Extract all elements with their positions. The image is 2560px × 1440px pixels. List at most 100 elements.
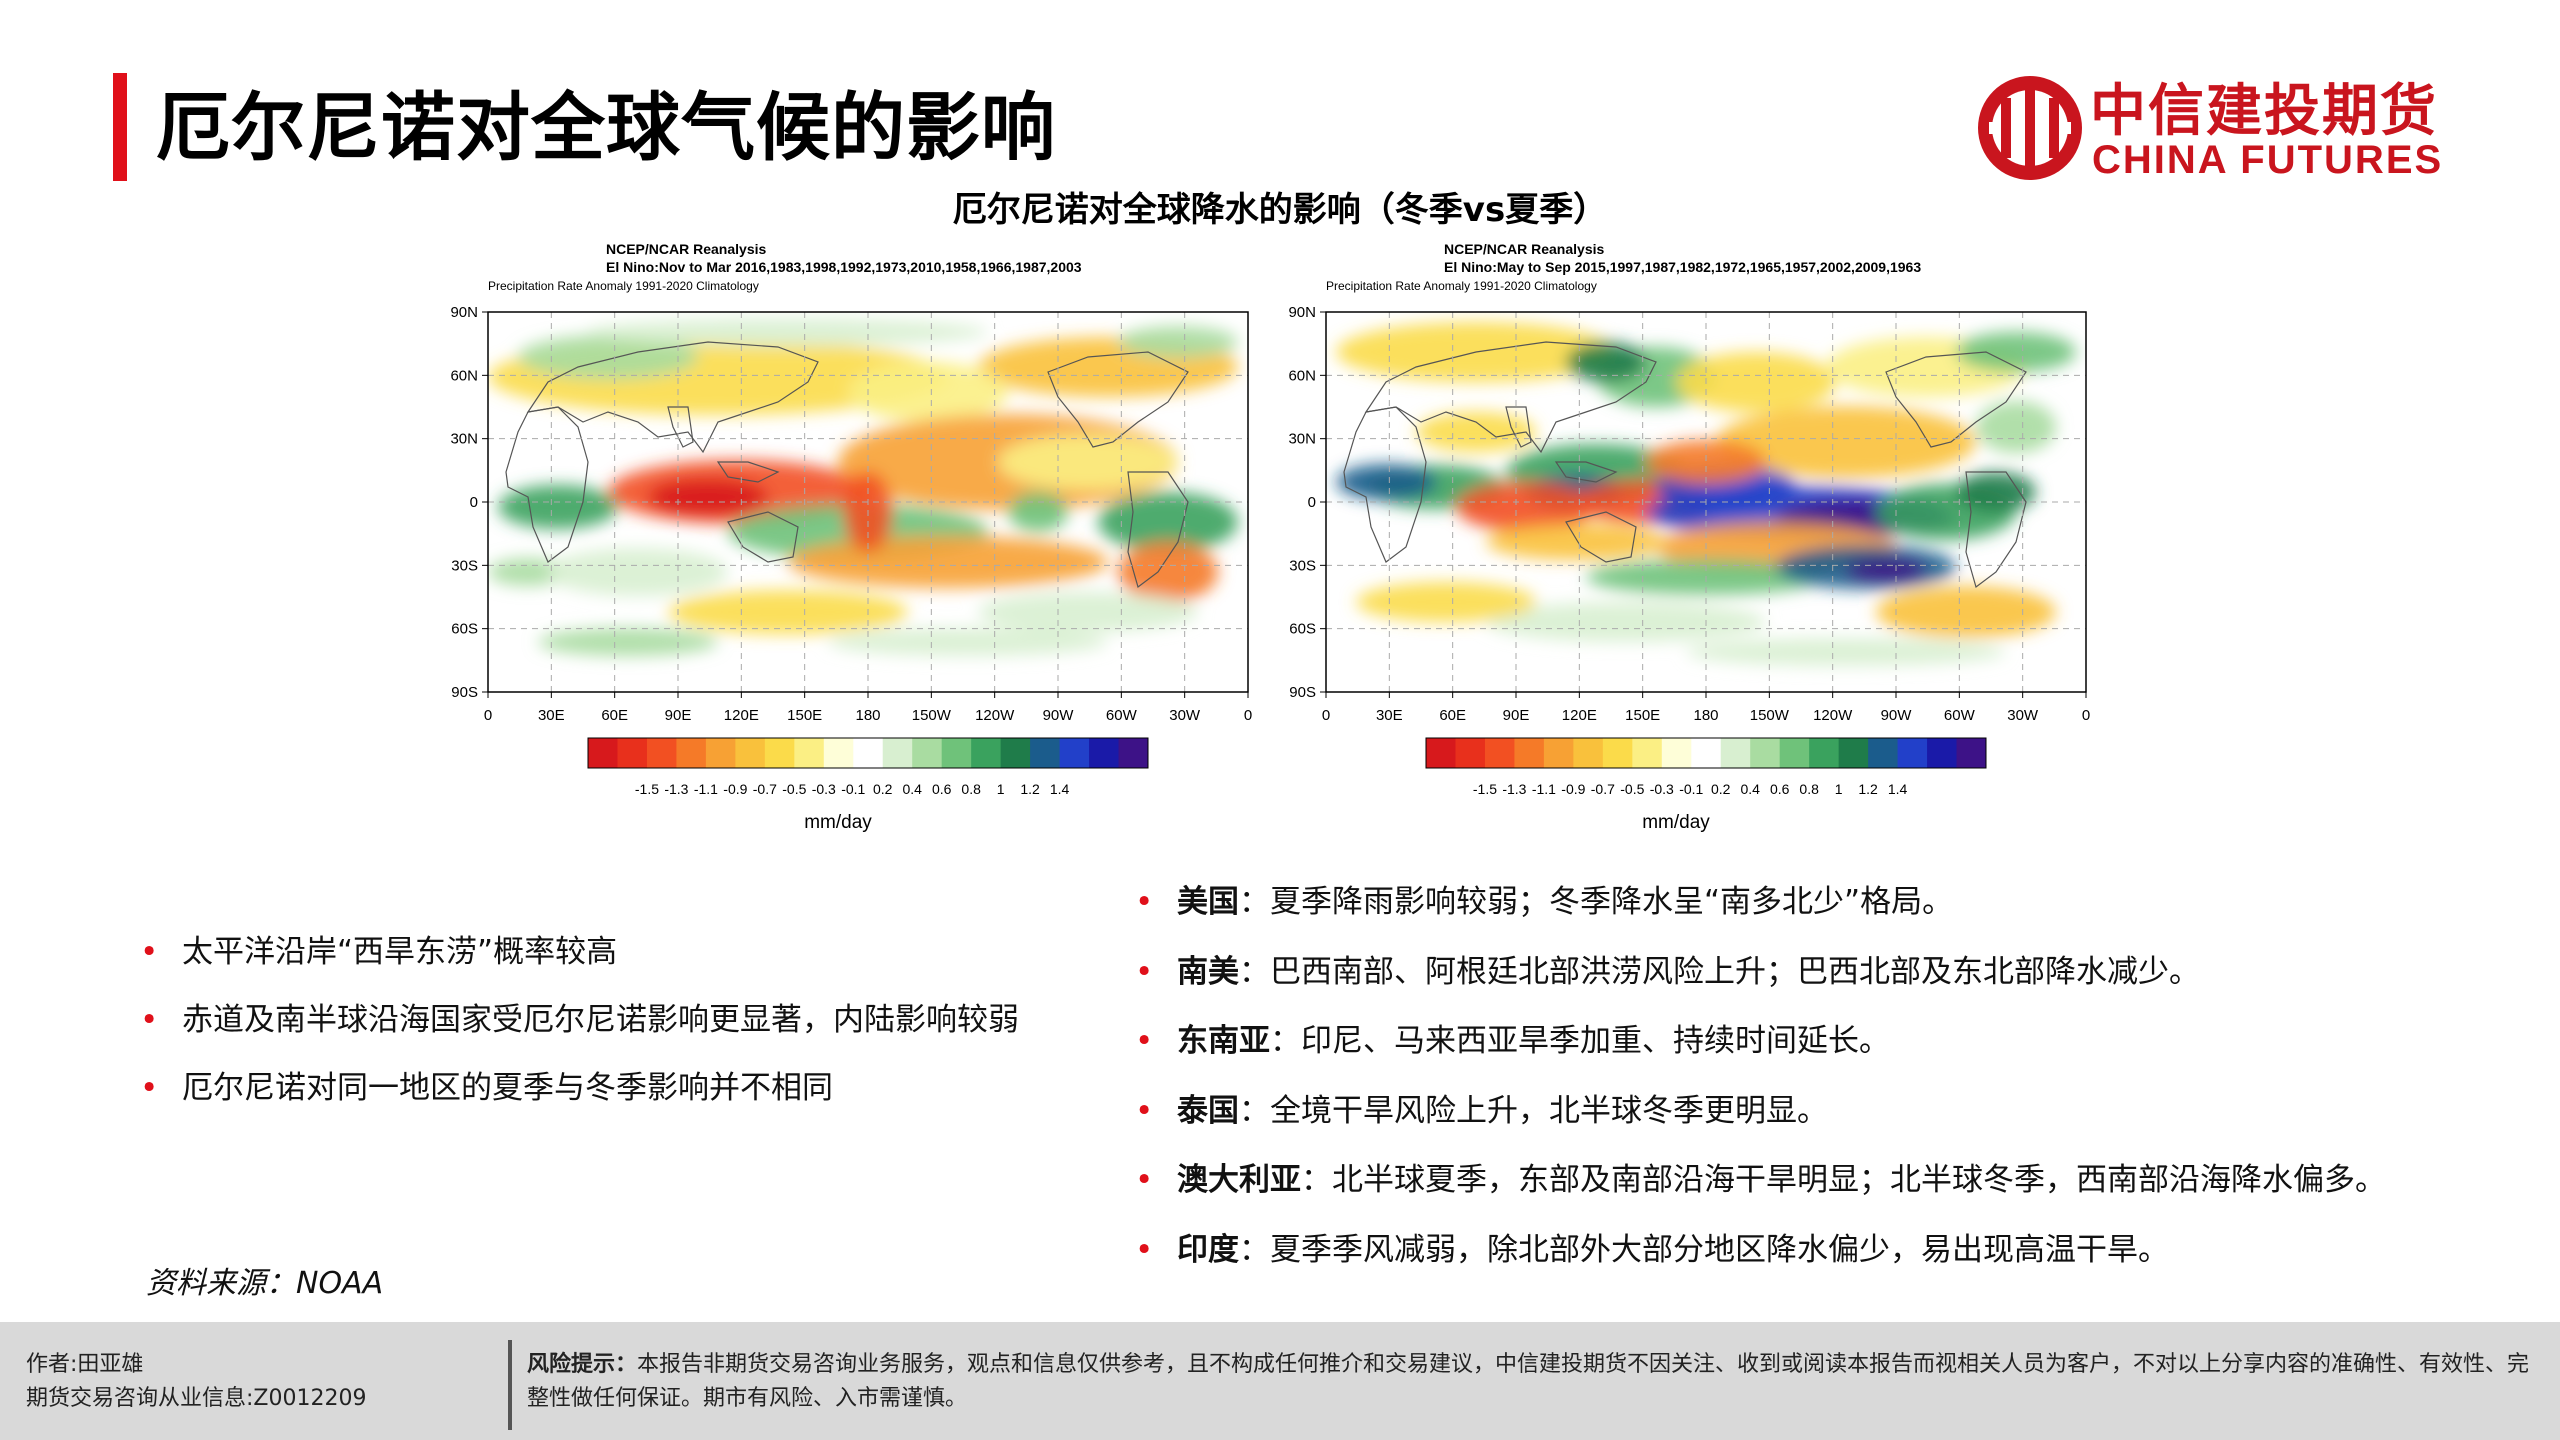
anomaly-region <box>1716 406 1976 478</box>
y-tick-label: 60S <box>451 621 478 638</box>
anomaly-region <box>588 318 988 346</box>
x-tick-label: 30W <box>2007 707 2039 724</box>
anomaly-region <box>1336 464 1436 500</box>
footer-bar <box>0 1322 2560 1440</box>
colorbar-swatch <box>1632 738 1663 768</box>
company-logo: 中信建投期货 CHINA FUTURES <box>1975 68 2475 188</box>
colorbar-tick-label: 0.8 <box>961 781 981 797</box>
chart-caption: Precipitation Rate Anomaly 1991-2020 Cli… <box>488 279 759 293</box>
x-tick-label: 60W <box>1944 707 1976 724</box>
x-tick-label: 60E <box>601 707 628 724</box>
colorbar-swatch <box>941 738 972 768</box>
coastline <box>1505 406 1532 448</box>
x-tick-label: 30W <box>1169 707 1201 724</box>
x-tick-label: 120E <box>1562 707 1597 724</box>
slide-title: 厄尔尼诺对全球气候的影响 <box>156 85 1056 171</box>
x-tick-label: 90W <box>1043 707 1075 724</box>
x-tick-label: 90W <box>1881 707 1913 724</box>
region-impact: ：巴西南部、阿根廷北部洪涝风险上升；巴西北部及东北部降水减少。 <box>1239 953 2200 990</box>
data-source: 资料来源：NOAA <box>146 1266 384 1301</box>
risk-text: 本报告非期货交易咨询业务服务，观点和信息仅供参考，且不构成任何推介和交易建议，中… <box>527 1352 2530 1411</box>
colorbar-tick-label: 0.2 <box>1711 781 1731 797</box>
colorbar-swatch <box>588 738 618 768</box>
colorbar-tick-label: -1.3 <box>1502 781 1526 797</box>
anomaly-region <box>1008 492 1068 532</box>
anomaly-region <box>788 536 1108 588</box>
anomaly-region <box>548 548 728 596</box>
y-tick-label: 60N <box>1288 367 1316 384</box>
x-tick-label: 150E <box>787 707 822 724</box>
y-tick-label: 60N <box>450 367 478 384</box>
y-tick-label: 90N <box>450 304 478 321</box>
colorbar-tick-label: 1.2 <box>1858 781 1878 797</box>
anomaly-region <box>1976 401 2056 453</box>
left-bullet-list: 太平洋沿岸“西旱东涝”概率较高 赤道及南半球沿海国家受厄尔尼诺影响更显著，内陆影… <box>140 918 1019 1122</box>
list-item: 美国：夏季降雨影响较弱；冬季降水呈“南多北少”格局。 <box>1135 868 2386 938</box>
colorbar-tick-label: -0.7 <box>753 781 777 797</box>
anomaly-region <box>498 485 618 529</box>
right-bullet-list: 美国：夏季降雨影响较弱；冬季降水呈“南多北少”格局。 南美：巴西南部、阿根廷北部… <box>1135 868 2386 1285</box>
colorbar-swatch <box>971 738 1002 768</box>
colorbar-unit: mm/day <box>804 812 872 833</box>
anomaly-region <box>518 335 698 379</box>
colorbar-swatch <box>1838 738 1869 768</box>
x-tick-label: 120E <box>724 707 759 724</box>
colorbar-unit: mm/day <box>1642 812 1710 833</box>
x-tick-label: 60W <box>1106 707 1138 724</box>
colorbar-tick-label: 1 <box>997 781 1005 797</box>
colorbar-swatch <box>1455 738 1486 768</box>
list-item: 赤道及南半球沿海国家受厄尔尼诺影响更显著，内陆影响较弱 <box>140 986 1019 1054</box>
region-impact: ：夏季季风减弱，除北部外大部分地区降水偏少，易出现高温干旱。 <box>1239 1231 2169 1268</box>
coastline <box>716 461 780 483</box>
anomaly-region <box>1646 440 1766 484</box>
y-tick-label: 30S <box>451 557 478 574</box>
colorbar-swatch <box>646 738 677 768</box>
colorbar-tick-label: 0.2 <box>873 781 893 797</box>
list-item: 厄尔尼诺对同一地区的夏季与冬季影响并不相同 <box>140 1054 1019 1122</box>
x-tick-label: 180 <box>855 707 880 724</box>
precip-anomaly-chart: NCEP/NCAR Reanalysis El Nino:Nov to Mar 2… <box>450 241 1252 833</box>
colorbar-tick-label: -1.3 <box>664 781 688 797</box>
citic-logo-icon <box>1978 76 2082 180</box>
anomaly-region <box>1486 602 1766 642</box>
anomaly-region <box>1456 482 1596 532</box>
colorbar-tick-label: 1 <box>1835 781 1843 797</box>
colorbar-swatch <box>764 738 795 768</box>
anomaly-region <box>1566 342 1646 382</box>
colorbar-tick-label: -0.1 <box>841 781 865 797</box>
colorbar-swatch <box>882 738 913 768</box>
colorbar-swatch <box>617 738 648 768</box>
colorbar-tick-label: 0.6 <box>1770 781 1790 797</box>
region-name: 泰国 <box>1177 1092 1239 1129</box>
colorbar-swatch <box>1868 738 1899 768</box>
colorbar-swatch <box>794 738 825 768</box>
colorbar-swatch <box>1118 738 1149 768</box>
winter-precip-map: NCEP/NCAR Reanalysis El Nino:Nov to Mar 2… <box>420 240 1260 840</box>
colorbar-swatch <box>853 738 884 768</box>
colorbar-tick-label: -0.1 <box>1679 781 1703 797</box>
x-tick-label: 0 <box>484 707 492 724</box>
anomaly-region <box>1356 582 1536 622</box>
colorbar-swatch <box>1089 738 1120 768</box>
x-tick-label: 150W <box>912 707 952 724</box>
x-tick-label: 30E <box>1376 707 1403 724</box>
colorbar-tick-label: 1.4 <box>1050 781 1070 797</box>
colorbar-swatch <box>676 738 707 768</box>
colorbar-swatch <box>1514 738 1545 768</box>
region-name: 南美 <box>1177 953 1239 990</box>
region-name: 印度 <box>1177 1231 1239 1268</box>
x-tick-label: 60E <box>1439 707 1466 724</box>
y-tick-label: 90N <box>1288 304 1316 321</box>
colorbar-tick-label: 0.6 <box>932 781 952 797</box>
colorbar-swatch <box>705 738 736 768</box>
colorbar-swatch <box>1602 738 1633 768</box>
footer-divider <box>508 1340 512 1430</box>
colorbar-swatch <box>823 738 854 768</box>
anomaly-region <box>668 590 908 634</box>
anomaly-region <box>1098 492 1238 552</box>
coastline <box>1565 511 1637 563</box>
colorbar-tick-label: -1.1 <box>1532 781 1556 797</box>
x-tick-label: 90E <box>1503 707 1530 724</box>
logo-english-name: CHINA FUTURES <box>2092 138 2444 182</box>
colorbar-swatch <box>1809 738 1840 768</box>
